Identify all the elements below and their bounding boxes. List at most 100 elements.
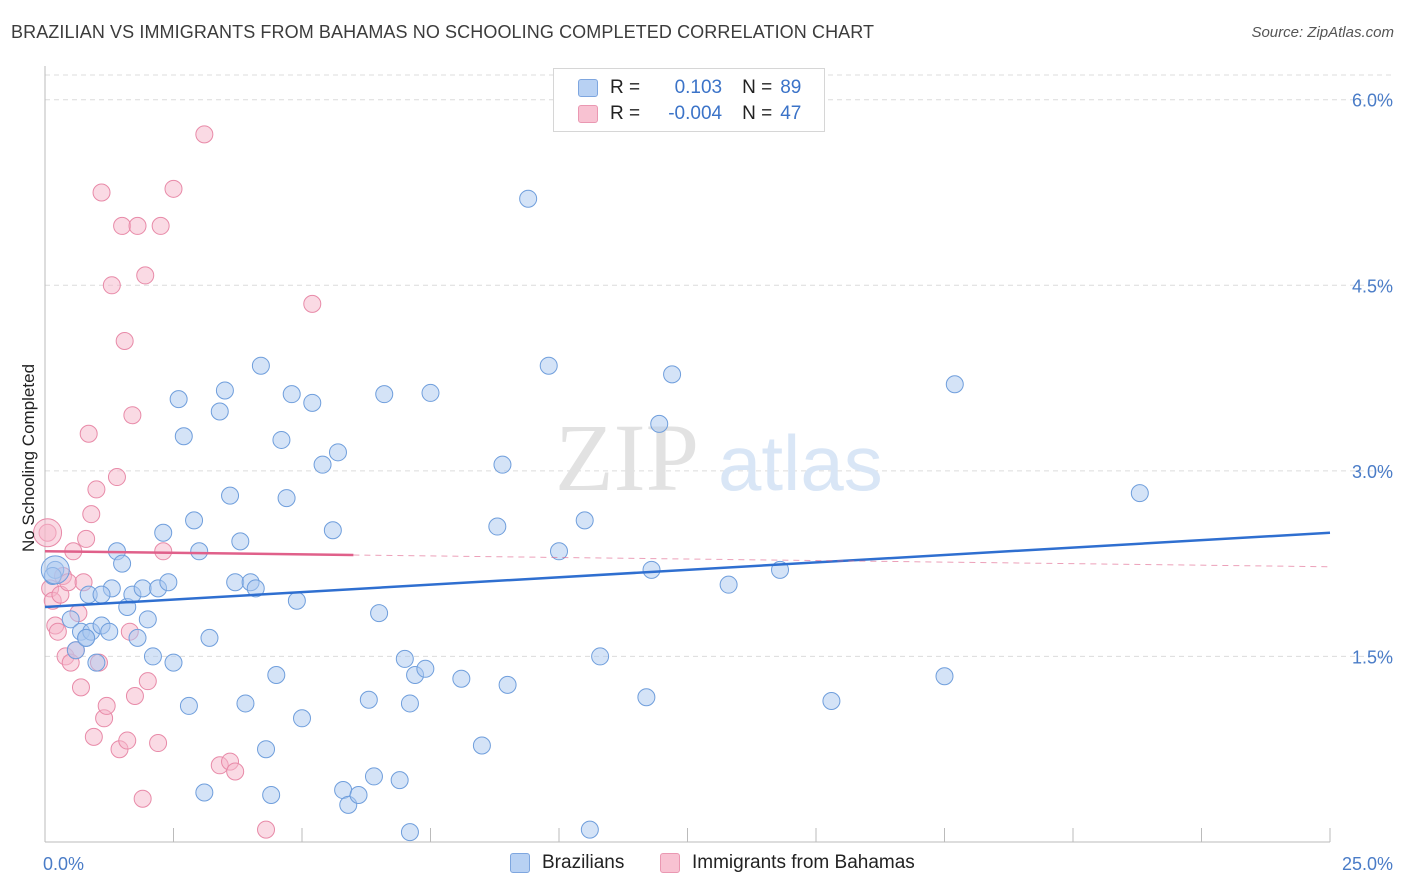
data-point-bahamas	[164, 179, 183, 198]
data-point-brazilians	[550, 542, 568, 561]
data-point-brazilians	[282, 385, 301, 404]
data-point-bahamas	[151, 216, 170, 235]
n-label: N =	[742, 77, 773, 98]
r-value: -0.004	[668, 103, 723, 124]
data-point-brazilians	[190, 542, 209, 561]
legend-swatch-blue	[578, 79, 598, 97]
data-point-brazilians	[138, 610, 157, 629]
data-point-brazilians	[421, 383, 440, 402]
source-credit: Source: ZipAtlas.com	[1251, 24, 1394, 41]
data-point-brazilians	[349, 785, 368, 804]
data-point-bahamas	[118, 731, 137, 750]
x-tick-label-min: 0.0%	[43, 854, 84, 874]
data-point-brazilians	[77, 628, 96, 647]
data-point-bahamas	[154, 542, 173, 561]
trend-line-brazilians	[44, 531, 1331, 609]
data-point-brazilians	[100, 622, 119, 641]
data-point-brazilians	[580, 820, 599, 839]
data-point-bahamas	[138, 672, 157, 691]
data-point-brazilians	[472, 736, 491, 755]
data-point-brazilians	[133, 579, 152, 598]
data-point-brazilians	[395, 649, 414, 668]
data-point-bahamas	[102, 276, 121, 295]
data-point-bahamas	[97, 696, 116, 715]
series-bahamas-points	[33, 125, 322, 839]
data-point-brazilians	[400, 694, 419, 713]
data-point-bahamas	[303, 294, 322, 313]
data-point-brazilians	[61, 610, 80, 629]
y-axis-label: No Schooling Completed	[19, 364, 38, 552]
data-point-brazilians	[210, 402, 229, 421]
legend-swatch-pink	[578, 105, 598, 123]
tick-labels: 1.5% 3.0% 4.5% 6.0% 0.0% 25.0%	[43, 91, 1393, 874]
trend-line-bahamas-extension	[353, 554, 1331, 568]
data-point-brazilians	[251, 356, 270, 375]
series-brazilians-points	[40, 189, 1149, 842]
axes	[44, 66, 1331, 843]
data-point-brazilians	[400, 823, 419, 842]
data-point-brazilians	[231, 532, 250, 551]
data-point-brazilians	[293, 709, 311, 728]
data-point-bahamas	[226, 762, 245, 781]
data-point-brazilians	[143, 647, 162, 666]
legend-label-brazilians: Brazilians	[542, 852, 625, 873]
data-point-brazilians	[92, 585, 111, 604]
data-point-brazilians	[575, 511, 594, 530]
legend-row-brazilians: R = 0.103 N = 89	[578, 76, 801, 100]
data-point-brazilians	[328, 443, 347, 462]
n-label: N =	[742, 103, 773, 124]
data-point-brazilians	[719, 575, 738, 594]
data-point-brazilians	[375, 385, 394, 404]
data-point-brazilians	[359, 690, 378, 709]
trend-line-bahamas	[44, 550, 354, 557]
legend-swatch-pink	[660, 853, 680, 873]
y-tick-label: 4.5%	[1352, 276, 1393, 296]
data-point-brazilians	[313, 455, 332, 474]
data-point-brazilians	[370, 604, 389, 623]
n-value: 47	[780, 103, 802, 124]
legend-item-bahamas: Immigrants from Bahamas	[660, 852, 915, 874]
r-value: 0.103	[674, 77, 723, 98]
data-point-bahamas-large	[33, 518, 63, 548]
data-point-brazilians	[539, 356, 558, 375]
data-point-brazilians	[498, 675, 517, 694]
data-point-bahamas	[87, 480, 106, 499]
watermark-atlas: atlas	[718, 419, 883, 507]
data-point-brazilians	[179, 696, 198, 715]
data-point-brazilians	[488, 517, 507, 536]
data-point-brazilians	[364, 767, 383, 786]
data-point-bahamas	[125, 687, 144, 706]
data-point-brazilians	[591, 647, 610, 666]
legend-row-bahamas: R = -0.004 N = 47	[578, 102, 801, 126]
legend-item-brazilians: Brazilians	[510, 852, 624, 874]
y-tick-label: 6.0%	[1352, 91, 1393, 111]
data-point-brazilians	[262, 785, 281, 804]
data-point-brazilians	[452, 669, 471, 688]
r-label: R =	[610, 103, 641, 124]
data-point-bahamas	[136, 266, 155, 285]
y-tick-label: 1.5%	[1352, 647, 1393, 667]
watermark-zip: ZIP	[555, 404, 699, 511]
y-tick-label: 3.0%	[1352, 462, 1393, 482]
data-point-bahamas	[128, 216, 147, 235]
data-point-brazilians	[87, 653, 106, 672]
data-point-brazilians	[272, 430, 291, 449]
data-point-brazilians	[493, 455, 512, 474]
gridlines	[45, 74, 1395, 657]
data-point-bahamas	[107, 468, 126, 487]
stats-legend: R = 0.103 N = 89 R = -0.004 N = 47	[553, 68, 825, 132]
data-point-brazilians	[215, 381, 234, 400]
data-point-brazilians	[164, 653, 183, 672]
series-legend: Brazilians Immigrants from Bahamas	[0, 852, 1406, 878]
data-point-brazilians	[822, 691, 841, 710]
data-point-brazilians	[226, 573, 245, 592]
data-point-bahamas	[84, 727, 103, 746]
r-label: R =	[610, 77, 641, 98]
data-point-brazilians	[246, 579, 265, 598]
data-point-bahamas	[92, 183, 111, 202]
data-point-bahamas	[195, 125, 214, 144]
legend-label-bahamas: Immigrants from Bahamas	[692, 852, 915, 873]
data-point-bahamas	[257, 820, 276, 839]
data-point-bahamas	[149, 734, 168, 753]
